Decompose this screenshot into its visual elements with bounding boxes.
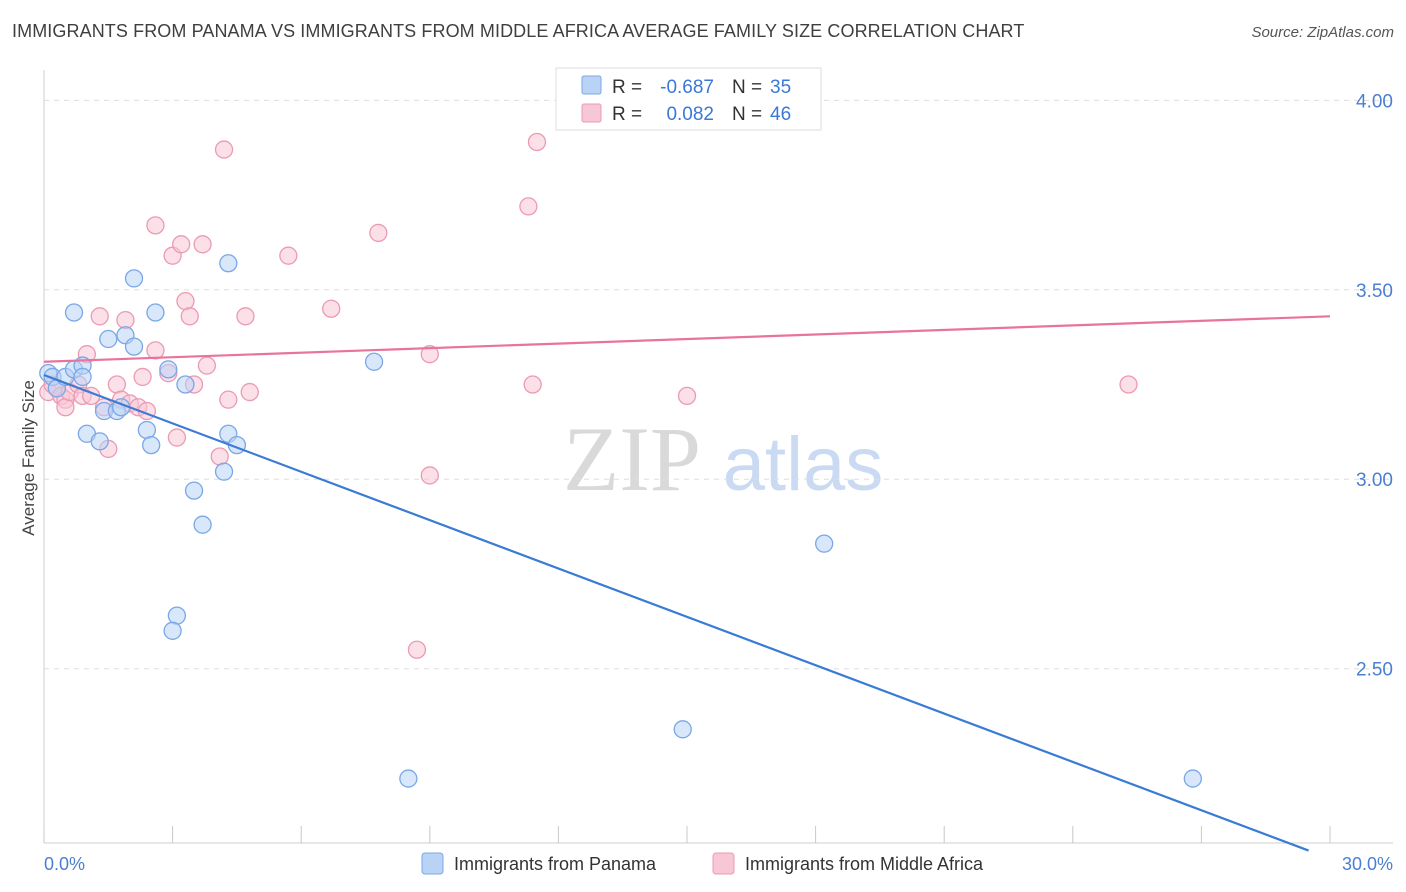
point-panama (124, 337, 144, 356)
legend-swatch-panama (421, 852, 444, 875)
point-middle-africa (56, 398, 75, 417)
stats-n-value-middle-africa: 46 (770, 104, 791, 125)
legend: Immigrants from Panama Immigrants from M… (421, 852, 984, 875)
point-middle-africa (279, 246, 298, 265)
point-middle-africa (677, 386, 697, 406)
point-middle-africa (193, 235, 212, 254)
point-middle-africa (180, 307, 199, 326)
point-panama (137, 420, 157, 440)
point-panama (90, 432, 109, 451)
stats-n-label-middle-africa: N = (732, 104, 762, 125)
point-middle-africa (322, 299, 341, 318)
y-tick-label: 2.50 (1356, 660, 1393, 681)
point-middle-africa (90, 307, 109, 326)
point-panama (124, 269, 144, 288)
stats-r-label-panama: R = (612, 77, 642, 98)
stats-swatch-panama (581, 75, 602, 95)
grid (44, 99, 1393, 670)
point-panama (184, 481, 204, 500)
stats-r-label-middle-africa: R = (612, 104, 642, 125)
point-panama (399, 769, 418, 788)
point-panama (364, 352, 384, 371)
y-axis-title: Average Family Size (19, 380, 38, 536)
point-middle-africa (172, 235, 191, 254)
point-middle-africa (519, 197, 538, 216)
point-panama (815, 534, 834, 553)
point-middle-africa (219, 390, 238, 409)
axes (43, 70, 1393, 844)
point-panama (673, 720, 692, 739)
stats-swatch-middle-africa (581, 103, 602, 123)
point-middle-africa (1119, 375, 1138, 394)
legend-label-middle-africa: Immigrants from Middle Africa (745, 854, 984, 874)
y-tick-labels: 2.50 3.00 3.50 4.00 (1356, 91, 1393, 680)
point-middle-africa (167, 428, 187, 447)
point-middle-africa (527, 132, 547, 152)
point-middle-africa (214, 140, 234, 159)
stats-r-value-panama: -0.687 (660, 77, 714, 98)
trend-line-middle-africa (43, 315, 1331, 363)
watermark-atlas: atlas (723, 422, 884, 507)
point-middle-africa (146, 341, 165, 360)
stats-box: R = -0.687 N = 35 R = 0.082 N = 46 (555, 67, 822, 131)
point-panama (163, 621, 182, 640)
chart-title: IMMIGRANTS FROM PANAMA VS IMMIGRANTS FRO… (12, 21, 1025, 41)
point-panama (193, 515, 212, 534)
point-middle-africa (420, 466, 439, 485)
stats-n-label-panama: N = (732, 77, 762, 98)
point-middle-africa (107, 375, 127, 394)
point-panama (142, 435, 161, 455)
point-middle-africa (197, 356, 217, 375)
point-panama (1183, 769, 1202, 788)
x-tick-label-min: 0.0% (44, 854, 85, 874)
source-credit: Source: ZipAtlas.com (1251, 24, 1394, 41)
point-panama (146, 303, 165, 322)
x-tick-label-max: 30.0% (1342, 854, 1393, 874)
y-tick-label: 4.00 (1356, 91, 1393, 112)
point-middle-africa (176, 291, 195, 311)
point-panama (176, 375, 195, 394)
point-panama (99, 329, 118, 349)
stats-n-value-panama: 35 (770, 77, 791, 98)
point-panama (159, 360, 178, 379)
point-panama (219, 254, 238, 273)
series-panama-points (39, 254, 1202, 788)
point-panama (73, 367, 92, 387)
trend-lines (43, 315, 1331, 852)
point-middle-africa (523, 375, 542, 394)
y-tick-label: 3.50 (1356, 281, 1393, 302)
trend-line-panama (43, 374, 1309, 852)
point-middle-africa (133, 367, 152, 387)
point-middle-africa (116, 310, 135, 330)
point-middle-africa (210, 447, 229, 466)
legend-label-panama: Immigrants from Panama (454, 854, 657, 874)
point-panama (167, 606, 187, 625)
point-middle-africa (146, 216, 165, 235)
point-middle-africa (236, 307, 255, 326)
y-tick-label: 3.00 (1356, 470, 1393, 491)
point-panama (214, 462, 234, 481)
point-panama (64, 303, 84, 322)
watermark-zip: ZIP (563, 408, 701, 510)
point-middle-africa (420, 345, 439, 364)
point-middle-africa (240, 382, 259, 402)
legend-swatch-middle-africa (712, 852, 735, 875)
point-middle-africa (407, 640, 427, 659)
stats-r-value-middle-africa: 0.082 (666, 104, 714, 125)
point-middle-africa (369, 223, 388, 243)
